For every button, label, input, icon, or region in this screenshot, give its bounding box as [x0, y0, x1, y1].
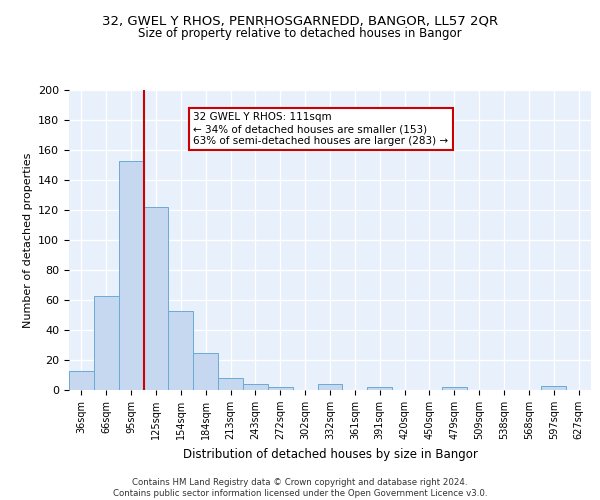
Text: 32 GWEL Y RHOS: 111sqm
← 34% of detached houses are smaller (153)
63% of semi-de: 32 GWEL Y RHOS: 111sqm ← 34% of detached… [193, 112, 448, 146]
Text: Contains HM Land Registry data © Crown copyright and database right 2024.
Contai: Contains HM Land Registry data © Crown c… [113, 478, 487, 498]
Bar [243, 384, 268, 390]
Bar [169, 310, 193, 390]
Bar [193, 352, 218, 390]
Text: 32, GWEL Y RHOS, PENRHOSGARNEDD, BANGOR, LL57 2QR: 32, GWEL Y RHOS, PENRHOSGARNEDD, BANGOR,… [102, 15, 498, 28]
Bar [268, 387, 293, 390]
Text: Size of property relative to detached houses in Bangor: Size of property relative to detached ho… [138, 28, 462, 40]
X-axis label: Distribution of detached houses by size in Bangor: Distribution of detached houses by size … [182, 448, 478, 460]
Bar [94, 296, 119, 390]
Y-axis label: Number of detached properties: Number of detached properties [23, 152, 32, 328]
Bar [367, 387, 392, 390]
Bar [119, 160, 143, 390]
Bar [541, 386, 566, 390]
Bar [69, 370, 94, 390]
Bar [143, 207, 169, 390]
Bar [317, 384, 343, 390]
Bar [218, 378, 243, 390]
Bar [442, 387, 467, 390]
